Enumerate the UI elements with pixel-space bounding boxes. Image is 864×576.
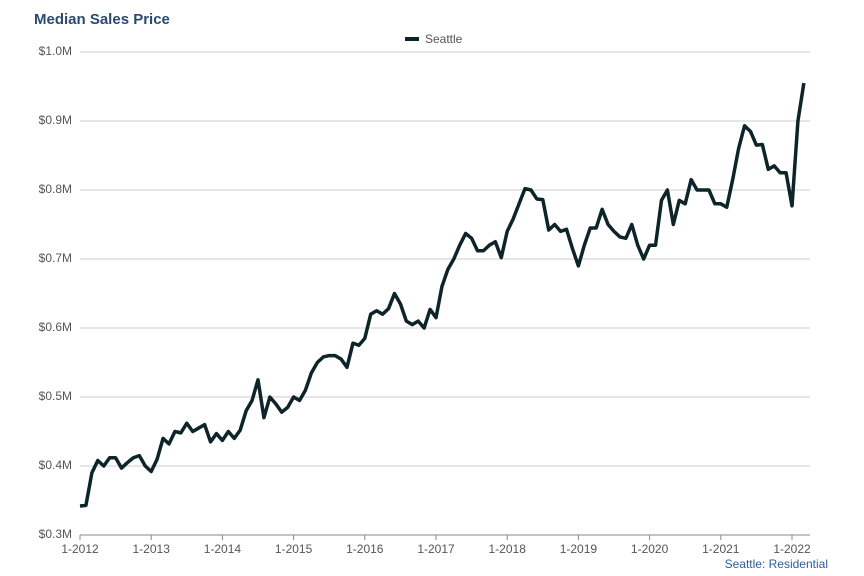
footnote: Seattle: Residential (725, 557, 828, 571)
x-tick-label: 1-2017 (417, 542, 455, 556)
legend-label: Seattle (425, 32, 463, 46)
x-tick-label: 1-2021 (702, 542, 740, 556)
x-tick-label: 1-2019 (560, 542, 598, 556)
y-tick-label: $0.5M (39, 389, 72, 403)
x-tick-label: 1-2012 (61, 542, 99, 556)
x-tick-label: 1-2018 (489, 542, 527, 556)
chart-title: Median Sales Price (34, 11, 170, 28)
x-tick-label: 1-2013 (133, 542, 171, 556)
y-tick-label: $0.7M (39, 251, 72, 265)
x-tick-label: 1-2014 (204, 542, 242, 556)
y-tick-label: $0.6M (39, 320, 72, 334)
x-tick-label: 1-2022 (773, 542, 811, 556)
y-tick-label: $0.4M (39, 458, 72, 472)
y-tick-label: $0.8M (39, 182, 72, 196)
x-tick-label: 1-2016 (346, 542, 384, 556)
x-tick-label: 1-2015 (275, 542, 313, 556)
line (79, 82, 806, 508)
x-tick-label: 1-2020 (631, 542, 669, 556)
y-tick-label: $0.3M (39, 527, 72, 541)
y-tick-label: $1.0M (39, 44, 72, 58)
y-tick-label: $0.9M (39, 113, 72, 127)
